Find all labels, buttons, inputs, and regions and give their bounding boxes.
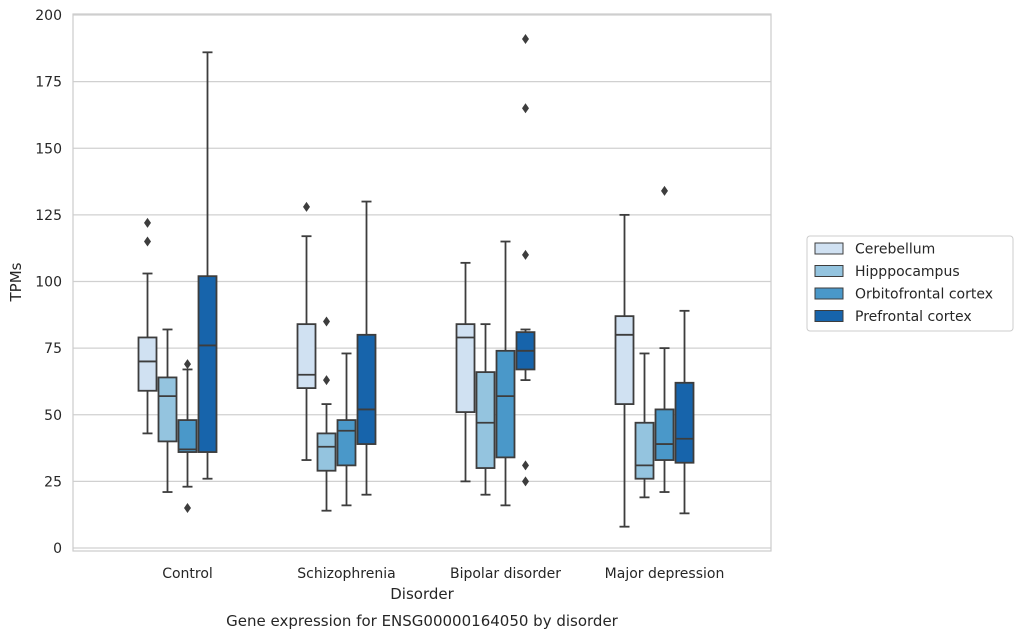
outlier-point <box>184 503 191 514</box>
chart-caption: Gene expression for ENSG00000164050 by d… <box>226 612 619 630</box>
box-orbitofrontal-cortex <box>654 185 675 493</box>
legend: Cerebellum Hipppocampus Orbitofrontal cort… <box>806 235 1014 332</box>
legend-label: Hipppocampus <box>855 264 960 280</box>
box-iqr <box>197 275 218 453</box>
y-tick-label: 150 <box>35 141 62 157</box>
x-axis-label: Disorder <box>390 585 454 603</box>
y-tick-label: 0 <box>53 541 62 557</box>
y-tick-label: 25 <box>44 474 62 490</box>
box-prefrontal-cortex <box>356 200 377 496</box>
legend-swatch <box>814 287 844 300</box>
outlier-point <box>144 236 151 247</box>
y-tick-label: 200 <box>35 8 62 24</box>
box-iqr <box>634 421 655 480</box>
box-iqr <box>614 315 635 405</box>
box-iqr <box>336 419 357 467</box>
legend-label: Cerebellum <box>855 242 935 258</box>
box-orbitofrontal-cortex <box>495 240 516 507</box>
outlier-point <box>323 375 330 386</box>
box-hipppocampus <box>316 316 337 512</box>
x-tick-labels: Control Schizophrenia Bipolar disorder Majo… <box>162 566 724 582</box>
outlier-point <box>522 460 529 471</box>
box-prefrontal-cortex <box>674 309 695 515</box>
x-tick-label: Major depression <box>605 566 725 582</box>
box-hipppocampus <box>157 328 178 493</box>
box-iqr <box>157 376 178 443</box>
box-cerebellum <box>296 201 317 461</box>
legend-swatch <box>814 310 844 322</box>
legend-label: Orbitofrontal cortex <box>855 287 993 303</box>
box-iqr <box>495 349 516 459</box>
y-tick-label: 125 <box>35 208 62 224</box>
box-iqr <box>177 419 198 453</box>
box-iqr <box>137 336 158 392</box>
outlier-point <box>184 359 191 370</box>
y-axis-label: TPMs <box>7 262 25 302</box>
box-prefrontal-cortex <box>515 33 536 487</box>
grid-lines <box>73 14 771 549</box>
box-hipppocampus <box>475 323 496 496</box>
x-tick-label: Control <box>162 566 213 582</box>
box-orbitofrontal-cortex <box>177 359 198 514</box>
y-tick-label: 175 <box>35 75 62 91</box>
y-tick-labels: 0 25 50 75 100 125 150 175 200 <box>35 8 62 557</box>
outlier-point <box>522 103 529 114</box>
legend-label: Prefrontal cortex <box>855 309 972 325</box>
outlier-point <box>661 185 668 196</box>
outlier-point <box>303 201 310 212</box>
box-iqr <box>475 371 496 469</box>
y-tick-label: 50 <box>44 408 62 424</box>
box-hipppocampus <box>634 352 655 499</box>
box-cerebellum <box>455 261 476 483</box>
box-prefrontal-cortex <box>197 51 218 480</box>
outlier-point <box>323 316 330 327</box>
box-iqr <box>674 381 695 464</box>
box-iqr <box>316 432 337 472</box>
outlier-point <box>522 33 529 44</box>
box-iqr <box>296 323 317 390</box>
box-orbitofrontal-cortex <box>336 352 357 507</box>
box-iqr <box>455 323 476 413</box>
box-iqr <box>654 408 675 461</box>
legend-frame <box>806 235 1014 332</box>
box-cerebellum <box>614 213 635 528</box>
box-cerebellum <box>137 217 158 435</box>
y-tick-label: 75 <box>44 341 62 357</box>
legend-swatch <box>814 242 844 255</box>
x-tick-label: Bipolar disorder <box>450 566 561 582</box>
outlier-point <box>522 476 529 487</box>
box-series <box>137 33 695 528</box>
y-tick-label: 100 <box>35 275 62 291</box>
legend-swatch <box>814 265 844 277</box>
box-iqr <box>356 333 377 445</box>
plot-frame <box>72 13 772 552</box>
outlier-point <box>144 217 151 228</box>
x-tick-label: Schizophrenia <box>297 566 395 582</box>
outlier-point <box>522 249 529 260</box>
